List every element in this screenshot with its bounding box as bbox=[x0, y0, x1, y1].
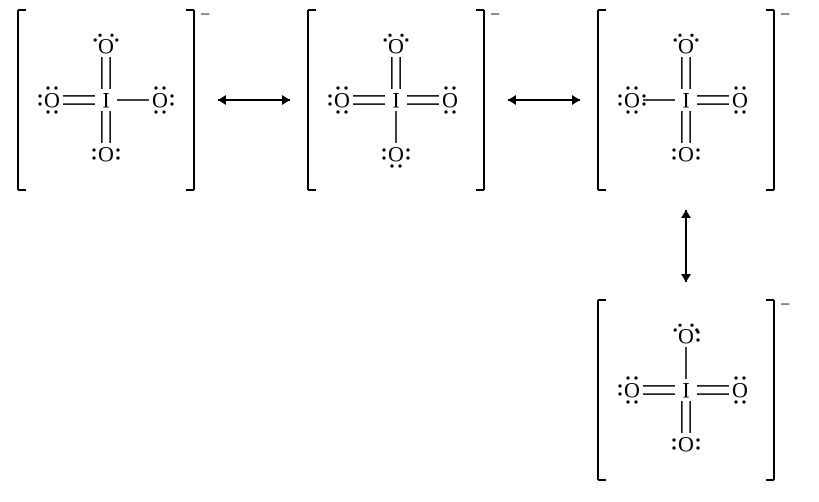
center-atom: I bbox=[392, 88, 399, 113]
oxygen-atom-left: O bbox=[624, 378, 640, 403]
oxygen-atom-right: O bbox=[732, 88, 748, 113]
oxygen-atom-right: O bbox=[732, 378, 748, 403]
oxygen-atom-top: O bbox=[678, 324, 694, 349]
oxygen-atom-top: O bbox=[678, 34, 694, 59]
oxygen-atom-bottom: O bbox=[678, 142, 694, 167]
resonance-arrow bbox=[508, 95, 580, 105]
oxygen-atom-bottom: O bbox=[678, 432, 694, 457]
oxygen-atom-bottom: O bbox=[388, 142, 404, 167]
oxygen-atom-right: O bbox=[442, 88, 458, 113]
resonance-structure: − I O O O O bbox=[18, 4, 210, 190]
oxygen-atom-bottom: O bbox=[98, 142, 114, 167]
resonance-structure: − I O O O O bbox=[308, 4, 500, 190]
oxygen-atom-top: O bbox=[388, 34, 404, 59]
resonance-arrow bbox=[681, 210, 691, 282]
resonance-arrow bbox=[218, 95, 290, 105]
resonance-structure: − I O O O O bbox=[598, 4, 790, 190]
charge-minus: − bbox=[490, 4, 500, 24]
oxygen-atom-left: O bbox=[624, 88, 640, 113]
center-atom: I bbox=[682, 88, 689, 113]
oxygen-atom-left: O bbox=[44, 88, 60, 113]
charge-minus: − bbox=[780, 4, 790, 24]
resonance-structure: − I O O O O bbox=[598, 294, 790, 480]
center-atom: I bbox=[102, 88, 109, 113]
oxygen-atom-right: O bbox=[152, 88, 168, 113]
charge-minus: − bbox=[780, 294, 790, 314]
charge-minus: − bbox=[200, 4, 210, 24]
center-atom: I bbox=[682, 378, 689, 403]
oxygen-atom-top: O bbox=[98, 34, 114, 59]
oxygen-atom-left: O bbox=[334, 88, 350, 113]
